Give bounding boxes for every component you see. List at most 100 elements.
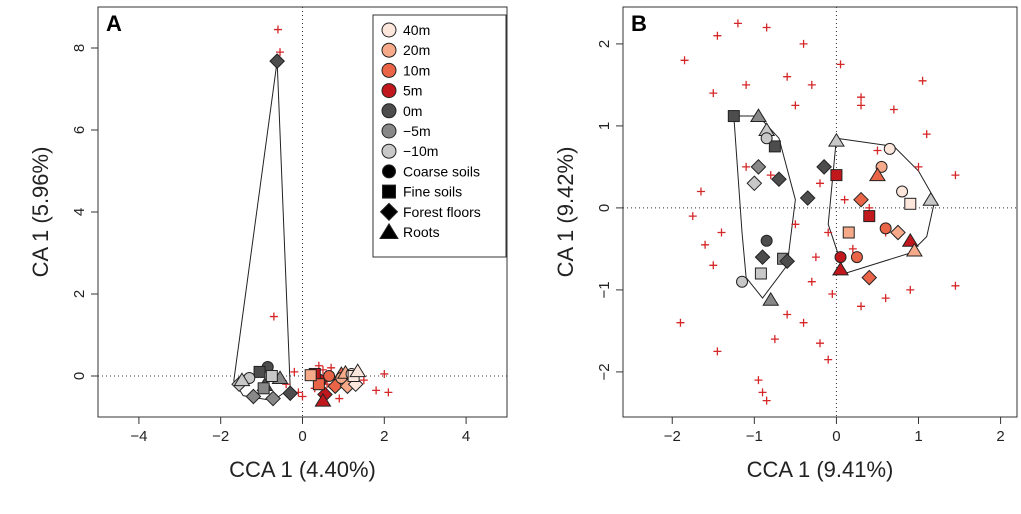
legend-shape-square <box>382 184 396 199</box>
legend-label: 40m <box>403 22 430 38</box>
species-point <box>758 388 767 397</box>
x-tick-label: 4 <box>462 428 470 445</box>
y-tick-label: 1 <box>596 122 613 130</box>
species-point <box>840 195 849 204</box>
species-point <box>824 228 833 237</box>
species-point <box>742 80 751 89</box>
sample-point <box>265 390 281 407</box>
legend-swatch <box>381 62 397 78</box>
sample-point <box>269 53 285 69</box>
species-point <box>372 386 381 395</box>
species-point <box>783 72 792 81</box>
species-point <box>273 25 282 34</box>
species-point <box>799 39 808 48</box>
x-tick-label: −2 <box>664 428 681 445</box>
panel-letter: A <box>106 11 122 36</box>
legend-swatch <box>381 22 397 38</box>
species-point <box>713 347 722 356</box>
species-point <box>873 146 882 155</box>
species-point <box>881 294 890 303</box>
species-point <box>680 56 689 65</box>
species-point <box>742 162 751 171</box>
sample-point <box>760 132 773 145</box>
species-point <box>906 285 915 294</box>
legend-shape-diamond <box>379 202 399 221</box>
legend-swatch <box>381 83 397 99</box>
species-point <box>762 23 771 32</box>
species-point <box>791 220 800 229</box>
x-tick-label: 2 <box>996 428 1004 445</box>
species-point <box>783 310 792 319</box>
sample-point <box>905 242 923 257</box>
species-point <box>848 244 857 253</box>
plot-area <box>231 25 393 407</box>
species-point <box>713 31 722 40</box>
sample-point <box>779 253 796 270</box>
y-tick-label: 0 <box>596 204 613 212</box>
species-point <box>857 302 866 311</box>
species-point <box>701 240 710 249</box>
plot-frame <box>622 6 1018 418</box>
species-point <box>807 277 816 286</box>
legend-label: 5m <box>403 83 422 99</box>
sample-point <box>830 169 843 182</box>
species-point <box>717 228 726 237</box>
species-point <box>688 212 697 221</box>
sample-point <box>727 110 740 123</box>
species-point <box>770 335 779 344</box>
species-point <box>766 171 775 180</box>
x-tick-label: −4 <box>130 428 147 445</box>
sample-point <box>834 251 847 264</box>
sample-point <box>863 210 876 223</box>
y-tick-label: 8 <box>71 44 88 52</box>
species-point <box>676 318 685 327</box>
group-hull <box>233 61 291 402</box>
species-point <box>816 339 824 348</box>
sample-point <box>754 267 767 280</box>
y-tick-label: 2 <box>71 290 88 298</box>
sample-point <box>922 191 940 206</box>
sample-point <box>282 385 299 402</box>
species-point <box>857 101 866 110</box>
sample-point <box>890 224 906 241</box>
sample-point <box>760 234 773 247</box>
sample-point <box>816 159 832 175</box>
species-point <box>384 388 393 397</box>
panel-b: −2 −1 0 1 2 −2 −1 0 1 2 CCA 1 (9.41%) CA 1 (9.42%) B <box>553 6 1018 482</box>
species-point <box>857 93 866 102</box>
sample-point <box>750 159 767 175</box>
sample-point <box>314 392 332 407</box>
y-tick-label: 4 <box>71 208 88 216</box>
y-axis-title: CA 1 (9.42%) <box>553 147 578 278</box>
species-point <box>889 105 898 114</box>
x-axis-title: CCA 1 (9.41%) <box>747 457 894 482</box>
legend-label: Fine soils <box>403 184 462 200</box>
species-point <box>733 19 742 28</box>
x-tick-label: −2 <box>212 428 229 445</box>
sample-point <box>832 261 849 276</box>
legend-swatch <box>381 103 397 119</box>
sample-point <box>768 140 781 153</box>
sample-point <box>265 370 278 382</box>
species-point <box>918 76 927 85</box>
panel-letter: B <box>631 11 647 36</box>
x-tick-label: 2 <box>380 428 388 445</box>
y-tick-label: 2 <box>596 40 613 48</box>
legend-label: 0m <box>403 103 422 119</box>
group-hull <box>827 137 936 275</box>
panel-a: −4 −2 0 2 4 0 2 4 6 8 CCA 1 (4.40%) CA 1 (5.96%) A 40… <box>28 6 508 482</box>
legend-shape-circle <box>382 164 396 179</box>
species-point <box>359 376 368 385</box>
sample-point <box>861 269 878 286</box>
sample-point <box>879 222 892 235</box>
species-point <box>914 162 923 171</box>
species-point <box>824 355 833 364</box>
legend-label: Roots <box>403 224 440 240</box>
sample-point <box>323 370 336 382</box>
species-point <box>799 318 808 327</box>
species-point <box>298 392 307 401</box>
species-point <box>828 290 837 298</box>
sample-point <box>253 365 266 378</box>
sample-point <box>842 226 855 239</box>
